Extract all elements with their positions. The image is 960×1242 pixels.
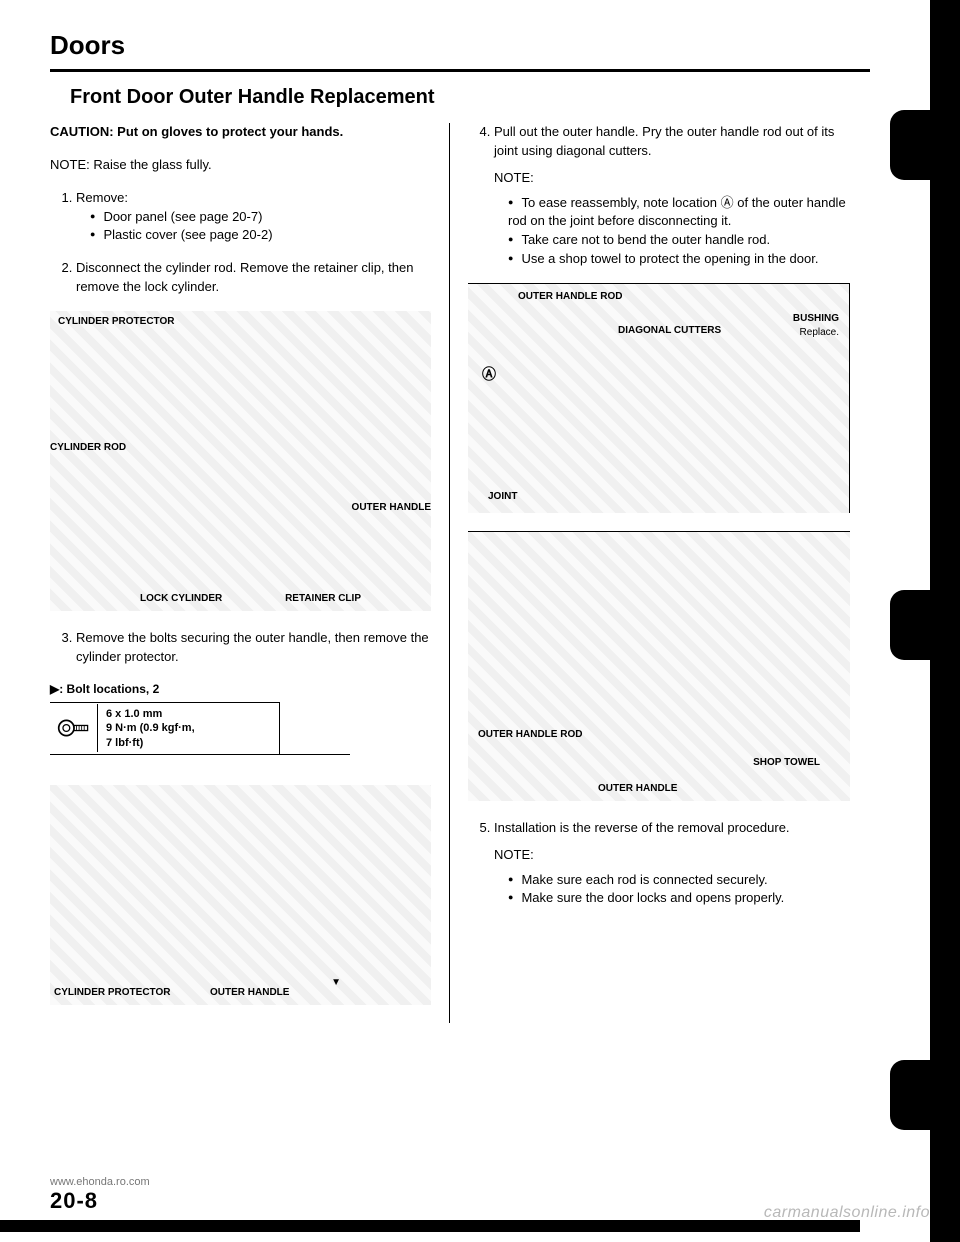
steps-right: Pull out the outer handle. Pry the outer… (468, 123, 850, 269)
fig1-label: CYLINDER PROTECTOR (58, 315, 175, 330)
binder-tab (890, 110, 960, 180)
figure-4-labels: OUTER HANDLE ROD OUTER HANDLE SHOP TOWEL (468, 532, 850, 801)
page-content: Doors Front Door Outer Handle Replacemen… (50, 30, 870, 1023)
bottom-black-bar (0, 1220, 860, 1232)
note5-item: Make sure each rod is connected securely… (508, 871, 850, 890)
figure-2-diagram: OUTER HANDLE ROD DIAGONAL CUTTERS BUSHIN… (468, 283, 850, 513)
figure-3-labels: CYLINDER PROTECTOR OUTER HANDLE ▼ (50, 785, 431, 1005)
step-3: Remove the bolts securing the outer hand… (76, 629, 431, 667)
fig3-label: CYLINDER PROTECTOR (54, 986, 171, 1001)
two-column-layout: CAUTION: Put on gloves to protect your h… (50, 123, 870, 1023)
step-5: Installation is the reverse of the remov… (494, 819, 850, 908)
page-number: 20-8 (50, 1188, 98, 1213)
figure-1-diagram: CYLINDER PROTECTOR CYLINDER ROD LOCK CYL… (50, 311, 431, 611)
page-number-box: www.ehonda.ro.com 20-8 (50, 1176, 150, 1214)
bolt-spec-box: 6 x 1.0 mm 9 N·m (0.9 kgf·m, 7 lbf·ft) (50, 702, 280, 755)
fig3-label: OUTER HANDLE (210, 986, 289, 1001)
fig2-label: OUTER HANDLE ROD (518, 290, 622, 305)
fig2-label: DIAGONAL CUTTERS (618, 324, 721, 339)
caution-label: CAUTION: (50, 124, 114, 139)
figure-2: OUTER HANDLE ROD DIAGONAL CUTTERS BUSHIN… (468, 283, 850, 513)
steps-left-cont: Remove the bolts securing the outer hand… (50, 629, 431, 667)
step4-text: Pull out the outer handle. Pry the outer… (494, 124, 834, 158)
step1-bullets: Door panel (see page 20-7) Plastic cover… (76, 208, 431, 246)
figure-1-labels: CYLINDER PROTECTOR CYLINDER ROD LOCK CYL… (50, 311, 431, 611)
figure-3-diagram: CYLINDER PROTECTOR OUTER HANDLE ▼ (50, 785, 431, 1005)
divider (50, 69, 870, 72)
note4-item: Use a shop towel to protect the opening … (508, 250, 850, 269)
figure-2-labels: OUTER HANDLE ROD DIAGONAL CUTTERS BUSHIN… (468, 284, 849, 513)
fig1-label: LOCK CYLINDER (140, 592, 222, 607)
left-column: CAUTION: Put on gloves to protect your h… (50, 123, 450, 1023)
note4-label: NOTE: (494, 169, 850, 188)
figure-4-diagram: OUTER HANDLE ROD OUTER HANDLE SHOP TOWEL (468, 531, 850, 801)
binder-tab (890, 590, 960, 660)
fig1-label: OUTER HANDLE (352, 501, 431, 516)
section-title: Front Door Outer Handle Replacement (70, 86, 870, 109)
step-1: Remove: Door panel (see page 20-7) Plast… (76, 189, 431, 246)
fig4-label: OUTER HANDLE ROD (478, 728, 582, 743)
note-text: Raise the glass fully. (93, 157, 211, 172)
note5-label: NOTE: (494, 846, 850, 865)
caution-text: Put on gloves to protect your hands. (117, 124, 343, 139)
step1-item: Door panel (see page 20-7) (90, 208, 431, 227)
fig1-label: RETAINER CLIP (285, 592, 361, 607)
note-label: NOTE: (50, 157, 90, 172)
caution-line: CAUTION: Put on gloves to protect your h… (50, 123, 431, 142)
steps-right-cont: Installation is the reverse of the remov… (468, 819, 850, 908)
fig2-label: BUSHING (793, 312, 839, 327)
step1-lead: Remove: (76, 190, 128, 205)
binder-edge (890, 0, 960, 1242)
bolt-line1: 6 x 1.0 mm (106, 707, 195, 721)
note4-bullets: To ease reassembly, note location Ⓐ of t… (494, 194, 850, 269)
note5-bullets: Make sure each rod is connected securely… (494, 871, 850, 909)
fig2-marker-a: Ⓐ (482, 364, 496, 384)
step1-item: Plastic cover (see page 20-2) (90, 226, 431, 245)
figure-4: OUTER HANDLE ROD OUTER HANDLE SHOP TOWEL (468, 531, 850, 801)
fig4-label: OUTER HANDLE (598, 782, 677, 797)
step-4: Pull out the outer handle. Pry the outer… (494, 123, 850, 269)
bolt-line3: 7 lbf·ft) (106, 736, 195, 750)
bolt-locations-header: ▶: Bolt locations, 2 (50, 681, 431, 698)
bolt-line2: 9 N·m (0.9 kgf·m, (106, 721, 195, 735)
right-column: Pull out the outer handle. Pry the outer… (450, 123, 850, 1023)
step5-text: Installation is the reverse of the remov… (494, 820, 790, 835)
steps-left: Remove: Door panel (see page 20-7) Plast… (50, 189, 431, 297)
binder-tab (890, 1060, 960, 1130)
fig1-label: CYLINDER ROD (50, 441, 126, 456)
step-2: Disconnect the cylinder rod. Remove the … (76, 259, 431, 297)
fig4-label: SHOP TOWEL (753, 756, 820, 771)
figure-1: CYLINDER PROTECTOR CYLINDER ROD LOCK CYL… (50, 311, 431, 611)
fig2-label: JOINT (488, 490, 517, 505)
main-title: Doors (50, 30, 870, 61)
note4-item: To ease reassembly, note location Ⓐ of t… (508, 194, 850, 232)
bolt-icon (50, 704, 98, 752)
fig2-label: Replace. (800, 326, 839, 341)
note-line: NOTE: Raise the glass fully. (50, 156, 431, 175)
figure-3: CYLINDER PROTECTOR OUTER HANDLE ▼ (50, 785, 431, 1005)
note4-item: Take care not to bend the outer handle r… (508, 231, 850, 250)
note5-item: Make sure the door locks and opens prope… (508, 889, 850, 908)
url-overlay: www.ehonda.ro.com (50, 1176, 150, 1188)
bolt-spec-text: 6 x 1.0 mm 9 N·m (0.9 kgf·m, 7 lbf·ft) (98, 703, 203, 754)
